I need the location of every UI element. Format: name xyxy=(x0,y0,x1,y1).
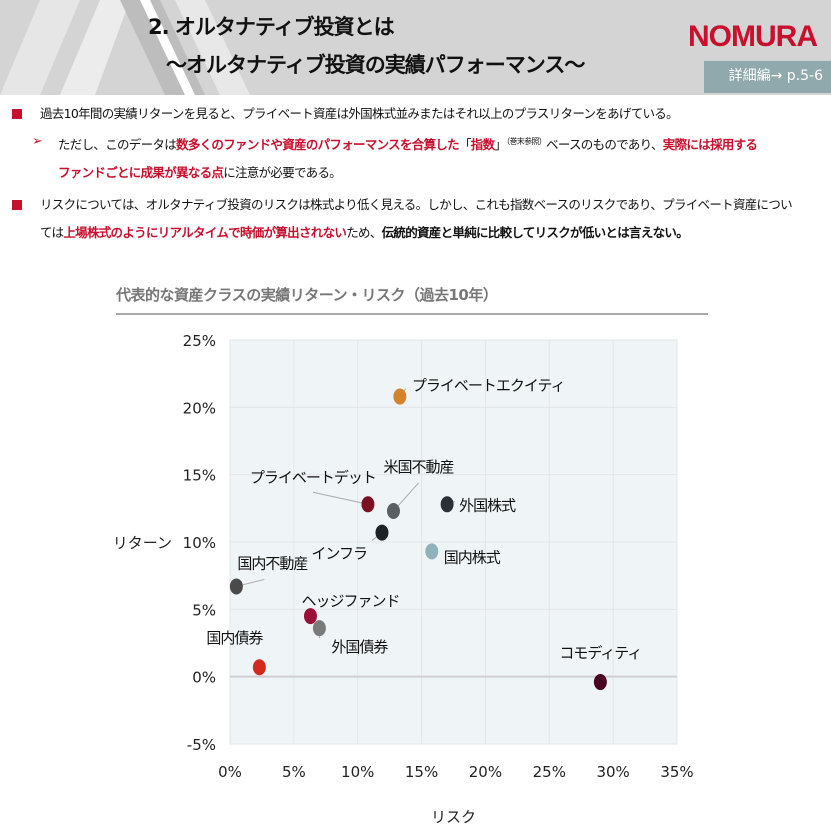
x-tick-label: 15% xyxy=(405,763,438,781)
data-label: プライベートデット xyxy=(250,468,376,486)
data-point xyxy=(252,659,266,676)
data-point xyxy=(593,674,607,691)
data-label: 国内不動産 xyxy=(237,554,307,572)
y-tick-label: 0% xyxy=(192,669,216,687)
header-decoration xyxy=(0,0,250,95)
data-point xyxy=(312,620,326,637)
footnote-ref: （巻末参照） xyxy=(506,137,547,146)
bullet-text: 過去10年間の実績リターンを見ると、プライベート資産は外国株式並みまたはそれ以上… xyxy=(40,106,679,121)
text: ため、 xyxy=(346,225,382,241)
x-tick-label: 10% xyxy=(341,763,374,781)
y-axis-label: リターン xyxy=(113,534,172,552)
text: 「 xyxy=(458,137,472,153)
text-emphasis: 上場株式のようにリアルタイムで時価が算出されない xyxy=(63,225,347,241)
square-bullet-icon xyxy=(12,200,22,211)
data-label: 国内債券 xyxy=(206,629,263,647)
x-tick-label: 35% xyxy=(660,763,693,781)
data-label: 米国不動産 xyxy=(383,458,453,476)
data-point xyxy=(229,578,243,595)
x-tick-label: 30% xyxy=(596,763,629,781)
data-label: 外国債券 xyxy=(331,638,388,656)
x-tick-label: 25% xyxy=(533,763,566,781)
y-tick-label: -5% xyxy=(187,736,216,754)
data-label: プライベートエクイティ xyxy=(412,377,565,395)
x-tick-label: 5% xyxy=(282,763,306,781)
reference-link[interactable]: 詳細編→ p.5-6 xyxy=(704,61,831,93)
text-emphasis: 数多くのファンドや資産のパフォーマンスを合算した xyxy=(176,137,460,153)
data-label: 国内株式 xyxy=(444,548,501,566)
data-label: インフラ xyxy=(311,545,367,563)
bullet-2-cont: ては上場株式のようにリアルタイムで時価が算出されないため、伝統的資産と単純に比較… xyxy=(10,219,821,247)
data-point xyxy=(303,608,317,625)
data-point xyxy=(440,496,454,513)
x-tick-label: 0% xyxy=(218,763,242,781)
data-point xyxy=(386,503,400,520)
data-point xyxy=(393,388,407,405)
data-label: コモディティ xyxy=(559,644,641,662)
data-label: ヘッジファンド xyxy=(301,592,399,610)
header: 2. オルタナティブ投資とは ～オルタナティブ投資の実績パフォーマンス～ NOM… xyxy=(0,0,831,95)
data-label: 外国株式 xyxy=(459,496,516,514)
data-point xyxy=(375,524,389,541)
data-point xyxy=(361,496,375,513)
y-tick-label: 15% xyxy=(183,467,216,485)
text: ては xyxy=(40,225,64,241)
y-tick-label: 20% xyxy=(183,399,216,417)
chart-title-divider xyxy=(116,313,708,315)
title-line-2: ～オルタナティブ投資の実績パフォーマンス～ xyxy=(166,53,585,77)
bullet-1: 過去10年間の実績リターンを見ると、プライベート資産は外国株式並みまたはそれ以上… xyxy=(10,100,821,128)
nomura-logo: NOMURA xyxy=(688,20,818,53)
bullet-list: 過去10年間の実績リターンを見ると、プライベート資産は外国株式並みまたはそれ以上… xyxy=(10,100,821,247)
leader-line xyxy=(312,491,369,505)
x-tick-label: 20% xyxy=(469,763,502,781)
title-line-1: 2. オルタナティブ投資とは xyxy=(148,15,395,39)
text-emphasis: 指数 xyxy=(470,137,495,153)
text: ただし、このデータは xyxy=(58,137,177,153)
page-title: 2. オルタナティブ投資とは ～オルタナティブ投資の実績パフォーマンス～ xyxy=(148,8,585,84)
sub-bullet: ➢ ただし、このデータは数多くのファンドや資産のパフォーマンスを合算した「指数」（… xyxy=(10,128,821,159)
chart-title: 代表的な資産クラスの実績リターン・リスク（過去10年） xyxy=(116,286,498,304)
text: ベースのものであり、 xyxy=(546,137,663,153)
text-emphasis: 実際には採用する xyxy=(662,137,758,153)
square-bullet-icon xyxy=(12,109,22,119)
text: に注意が必要である。 xyxy=(223,165,342,181)
text: リスクについては、オルタナティブ投資のリスクは株式より低く見える。しかし、これも… xyxy=(40,197,793,213)
data-point xyxy=(425,543,439,560)
text-bold: 伝統的資産と単純に比較してリスクが低いとは言えない。 xyxy=(381,225,689,241)
arrow-bullet-icon: ➢ xyxy=(32,134,43,149)
text-emphasis: ファンドごとに成果が異なる点 xyxy=(58,165,224,181)
y-tick-label: 5% xyxy=(192,601,216,619)
sub-bullet-cont: ファンドごとに成果が異なる点に注意が必要である。 xyxy=(10,159,821,187)
text: 」 xyxy=(494,137,507,153)
x-axis-label: リスク xyxy=(431,808,476,826)
bullet-2: リスクについては、オルタナティブ投資のリスクは株式より低く見える。しかし、これも… xyxy=(10,191,821,219)
y-tick-label: 25% xyxy=(183,332,216,350)
y-tick-label: 10% xyxy=(183,534,216,552)
